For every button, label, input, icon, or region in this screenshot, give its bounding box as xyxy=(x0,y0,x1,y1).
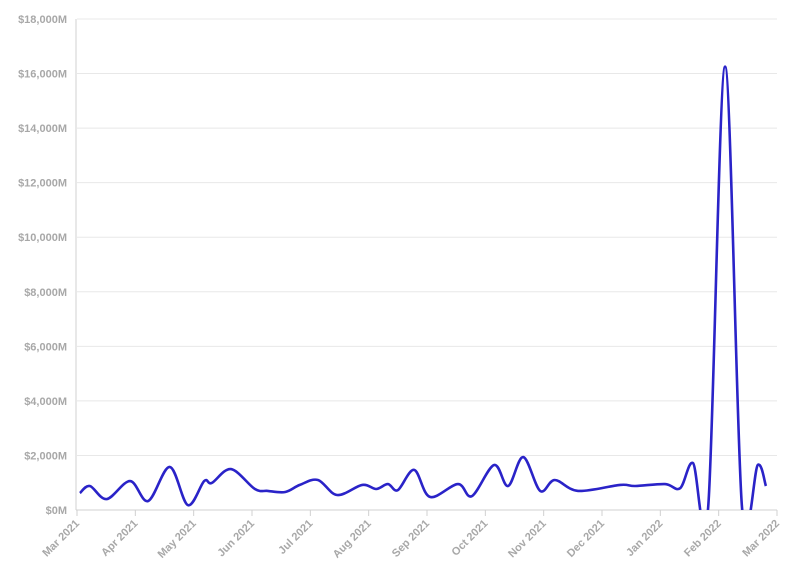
y-tick-label: $12,000M xyxy=(18,178,67,190)
y-tick-label: $8,000M xyxy=(24,287,67,299)
y-tick-label: $10,000M xyxy=(18,232,67,244)
y-tick-label: $4,000M xyxy=(24,396,67,408)
y-tick-label: $6,000M xyxy=(24,341,67,353)
y-tick-label: $2,000M xyxy=(24,450,67,462)
x-tick-label: Jul 2021 xyxy=(276,518,315,557)
y-tick-label: $0M xyxy=(46,505,67,517)
x-tick-label: Mar 2021 xyxy=(40,518,82,560)
x-tick-label: Mar 2022 xyxy=(740,518,782,560)
x-tick-label: Feb 2022 xyxy=(682,518,724,560)
x-tick-label: Sep 2021 xyxy=(390,518,432,560)
line-series xyxy=(79,65,768,510)
x-tick-label: Oct 2021 xyxy=(450,518,491,559)
y-tick-label: $14,000M xyxy=(18,123,67,135)
x-tick-label: Apr 2021 xyxy=(99,518,140,559)
x-tick-label: Aug 2021 xyxy=(331,518,374,561)
x-tick-label: Jun 2021 xyxy=(215,518,257,560)
x-tick-label: Nov 2021 xyxy=(506,518,549,561)
x-tick-label: May 2021 xyxy=(156,518,199,561)
x-tick-label: Dec 2021 xyxy=(565,518,607,560)
y-tick-label: $16,000M xyxy=(18,69,67,81)
x-tick-label: Jan 2022 xyxy=(624,518,665,559)
y-tick-label: $18,000M xyxy=(18,14,67,26)
